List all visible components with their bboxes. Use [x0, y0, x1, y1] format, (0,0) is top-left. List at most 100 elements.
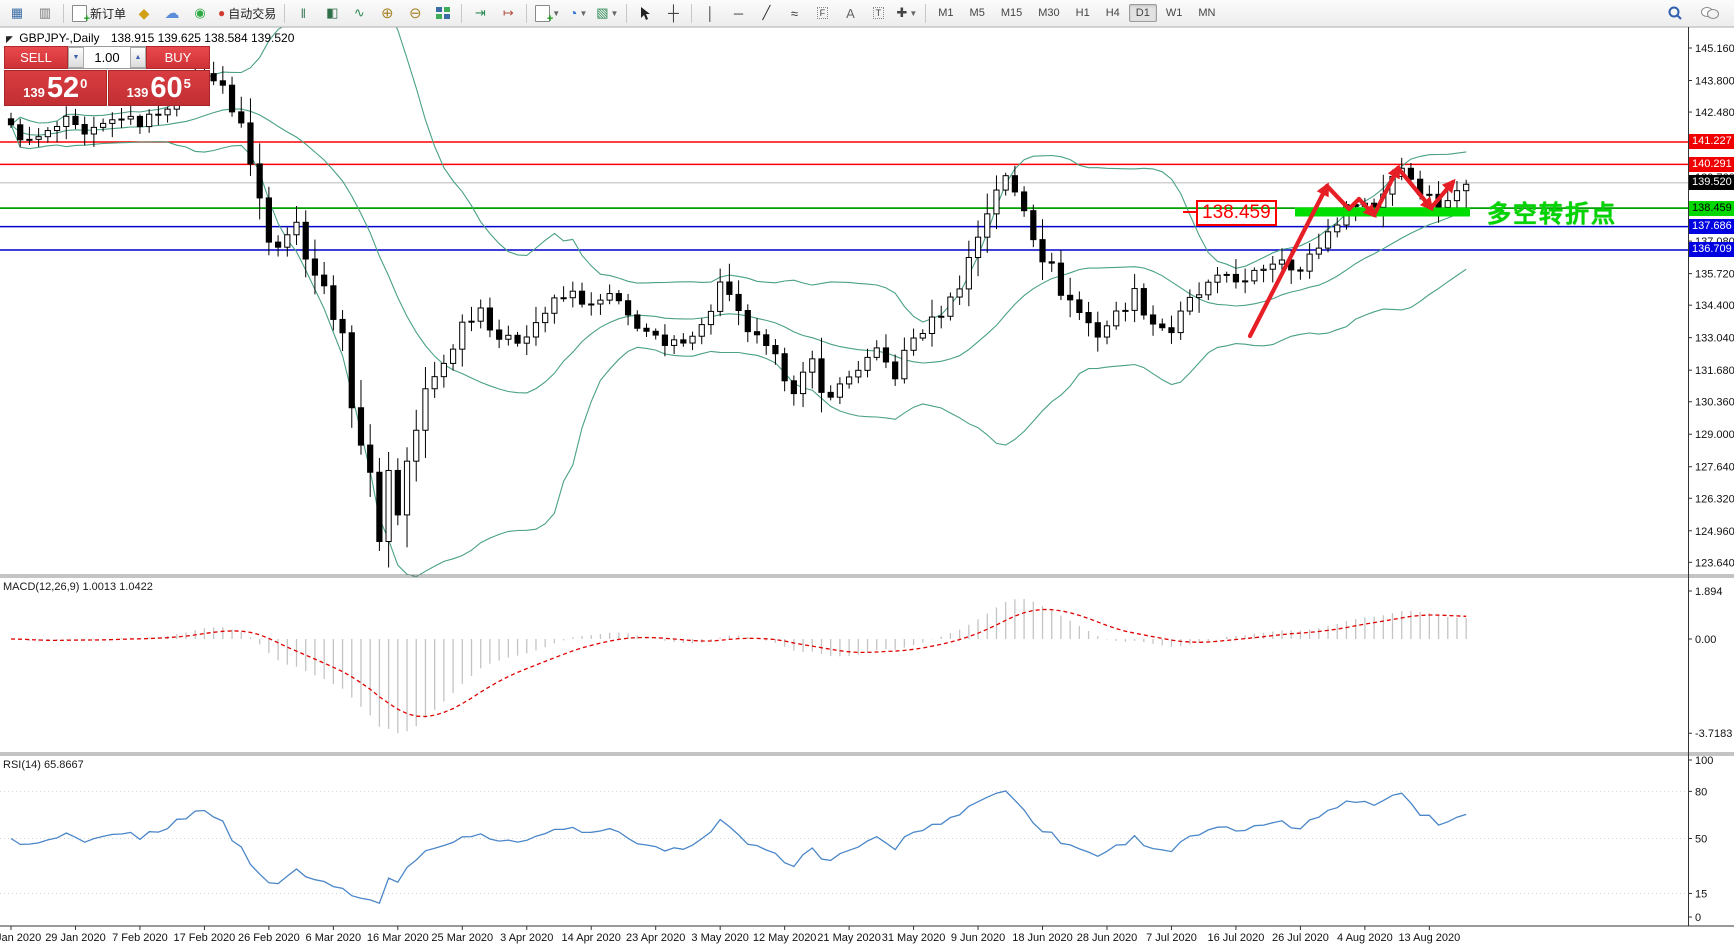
hline-tool[interactable]: ─ — [733, 5, 744, 21]
tile-windows-icon[interactable] — [430, 2, 456, 25]
timeframe-d1[interactable]: D1 — [1128, 4, 1157, 22]
svg-text:20 Jan 2020: 20 Jan 2020 — [0, 932, 41, 944]
symbol-period-label: GBPJPY-,Daily — [19, 31, 100, 45]
trend-arrows — [1247, 164, 1456, 339]
volume-increase-button[interactable]: ▲ — [130, 47, 146, 68]
svg-text:127.640: 127.640 — [1695, 462, 1734, 474]
chat-icon[interactable] — [1697, 2, 1723, 25]
timeframe-m5[interactable]: M5 — [969, 7, 985, 19]
toolbar-separator — [461, 3, 463, 23]
autotrade-icon: ● — [218, 6, 226, 20]
svg-text:14 Apr 2020: 14 Apr 2020 — [562, 932, 621, 944]
volume-decrease-button[interactable]: ▼ — [68, 47, 84, 68]
new-order-icon: + — [72, 4, 90, 24]
templates-button[interactable]: ▧ ▼ — [596, 5, 619, 20]
timeframe-m30[interactable]: M30 — [1038, 7, 1060, 19]
sell-price-small: 139 — [23, 85, 45, 100]
buy-button[interactable]: BUY — [146, 46, 210, 69]
volume-control: ▼ ▲ — [68, 46, 146, 69]
svg-text:28 Jun 2020: 28 Jun 2020 — [1077, 932, 1138, 944]
bar-chart-icon[interactable]: ‖ — [300, 5, 306, 21]
svg-text:135.720: 135.720 — [1695, 269, 1734, 281]
auto-scroll-icon[interactable]: ⇥ — [474, 5, 486, 20]
svg-text:6 Mar 2020: 6 Mar 2020 — [306, 932, 362, 944]
mql5-community-icon[interactable]: ☁ — [164, 5, 180, 22]
cursor-tool[interactable] — [632, 2, 658, 25]
toolbar-separator — [284, 3, 286, 23]
sell-price[interactable]: 139 52 0 — [4, 70, 107, 106]
chart-shift-icon[interactable]: ↦ — [502, 5, 514, 20]
svg-text:15: 15 — [1695, 888, 1707, 900]
fibo-icon: F — [816, 7, 829, 19]
svg-text:143.800: 143.800 — [1695, 76, 1734, 88]
chart-window-icon[interactable]: ▦ — [10, 5, 24, 20]
periods-button[interactable]: ◔ ▼ — [569, 5, 588, 21]
new-order-button[interactable]: + 新订单 — [69, 2, 129, 25]
price-tag-136.709: 136.709 — [1689, 242, 1734, 258]
svg-text:1.894: 1.894 — [1695, 586, 1723, 598]
svg-text:50: 50 — [1695, 834, 1707, 846]
indicators-icon: + — [535, 4, 553, 24]
timeframe-w1[interactable]: W1 — [1165, 7, 1183, 19]
trendline-tool[interactable]: ╱ — [762, 5, 771, 20]
tile-windows-glyph — [436, 7, 451, 19]
fibonacci-tool[interactable]: F — [809, 2, 835, 25]
equidistant-channel-tool[interactable]: ≈ — [790, 5, 798, 21]
timeframe-mn[interactable]: MN — [1198, 7, 1216, 19]
price-tag-140.291: 140.291 — [1689, 156, 1734, 172]
svg-text:18 Jun 2020: 18 Jun 2020 — [1012, 932, 1073, 944]
data-window-icon[interactable]: ▥ — [38, 5, 52, 20]
text-tool[interactable]: A — [846, 5, 855, 21]
svg-text:3 May 2020: 3 May 2020 — [691, 932, 748, 944]
timeframe-m15[interactable]: M15 — [1000, 7, 1023, 19]
price-tag-137.686: 137.686 — [1689, 219, 1734, 235]
svg-text:23 Apr 2020: 23 Apr 2020 — [626, 932, 685, 944]
one-click-trading-panel: SELL ▼ ▲ BUY 139 52 0 139 60 5 — [4, 46, 210, 106]
ohlc-values: 138.915 139.625 138.584 139.520 — [110, 31, 295, 45]
indicators-button[interactable]: + ▼ — [532, 2, 563, 25]
toolbar-separator — [925, 3, 927, 23]
timeframe-h1[interactable]: H1 — [1075, 7, 1090, 19]
svg-text:-3.7183: -3.7183 — [1695, 728, 1732, 740]
text-label-tool[interactable]: T — [865, 2, 891, 25]
vline-tool[interactable]: │ — [706, 5, 715, 21]
level-price-label[interactable]: 138.459 — [1196, 200, 1277, 226]
buy-price[interactable]: 139 60 5 — [107, 70, 210, 106]
date-axis: 20 Jan 2020 29 Jan 2020 7 Feb 2020 17 Feb 2… — [0, 926, 1460, 944]
svg-text:7 Feb 2020: 7 Feb 2020 — [112, 932, 168, 944]
autotrade-button[interactable]: ● 自动交易 — [218, 6, 277, 21]
line-chart-icon[interactable]: ∿ — [353, 5, 365, 20]
sell-price-sup: 0 — [80, 76, 88, 91]
toolbar-separator — [626, 3, 628, 23]
crayon-icon[interactable]: ◆ — [138, 4, 150, 21]
search-icon[interactable] — [1662, 2, 1688, 25]
cursor-icon — [640, 6, 650, 20]
annotation-text[interactable]: 多空转折点 — [1487, 200, 1617, 228]
svg-text:12 May 2020: 12 May 2020 — [753, 932, 817, 944]
svg-text:26 Feb 2020: 26 Feb 2020 — [238, 932, 300, 944]
buy-price-small: 139 — [126, 85, 149, 100]
collapse-arrow-icon[interactable]: ◤ — [6, 34, 13, 44]
timeframe-bar: M1 M5 M15 M30 H1 H4 D1 W1 MN — [930, 4, 1223, 22]
sell-price-big: 52 — [46, 72, 80, 104]
svg-text:16 Jul 2020: 16 Jul 2020 — [1207, 932, 1264, 944]
svg-text:4 Aug 2020: 4 Aug 2020 — [1337, 932, 1393, 944]
candlestick-chart-icon[interactable]: ▮▯ — [326, 5, 338, 20]
svg-text:80: 80 — [1695, 786, 1707, 798]
toolbar-separator — [526, 3, 528, 23]
zoom-out-icon[interactable]: ⊖ — [408, 5, 422, 22]
timeframe-m1[interactable]: M1 — [938, 7, 954, 19]
svg-text:123.640: 123.640 — [1695, 557, 1734, 569]
signals-icon[interactable]: ◉ — [194, 5, 206, 20]
crosshair-tool[interactable]: ┼ — [668, 4, 679, 22]
rsi-indicator — [0, 790, 1688, 905]
volume-input[interactable] — [84, 47, 130, 68]
zoom-in-icon[interactable]: ⊕ — [380, 5, 394, 22]
svg-text:31 May 2020: 31 May 2020 — [882, 932, 946, 944]
sell-button[interactable]: SELL — [4, 46, 68, 69]
timeframe-h4[interactable]: H4 — [1105, 7, 1120, 19]
chart-title: ◤ GBPJPY-,Daily 138.915 139.625 138.584 … — [6, 31, 294, 45]
arrows-tool[interactable]: ✚ ▼ — [896, 5, 918, 20]
price-tag-138.459: 138.459 — [1689, 200, 1734, 216]
